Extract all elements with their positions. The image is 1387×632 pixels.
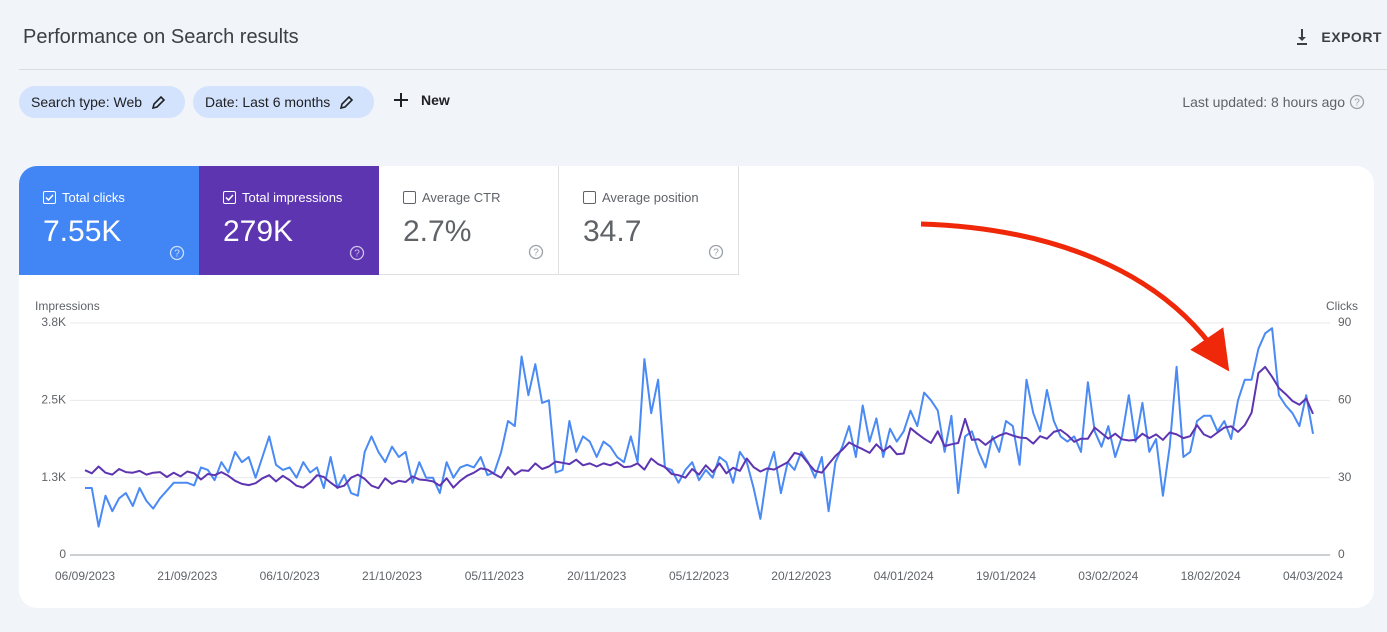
- edit-icon: [152, 95, 166, 109]
- y-tick-label: 0: [59, 547, 66, 561]
- x-tick-label: 21/10/2023: [362, 569, 422, 583]
- x-tick-label: 21/09/2023: [157, 569, 217, 583]
- metric-value: 34.7: [583, 215, 642, 248]
- metric-tile[interactable]: Total impressions 279K ?: [199, 166, 379, 275]
- metric-label: Average position: [602, 190, 699, 205]
- y2-tick-label: 0: [1338, 547, 1345, 561]
- new-filter-button[interactable]: New: [393, 92, 450, 108]
- svg-text:?: ?: [174, 249, 180, 260]
- checkbox: [223, 191, 236, 204]
- performance-card: Total clicks 7.55K ? Total impressions 2…: [19, 166, 1374, 608]
- metric-value: 279K: [223, 215, 294, 248]
- svg-text:?: ?: [1354, 98, 1360, 109]
- filter-chip[interactable]: Date: Last 6 months: [193, 86, 374, 118]
- metric-tile[interactable]: Average CTR 2.7% ?: [379, 166, 559, 275]
- metric-tile[interactable]: Total clicks 7.55K ?: [19, 166, 199, 275]
- checkbox: [583, 191, 596, 204]
- checkbox: [403, 191, 416, 204]
- y-tick-label: 2.5K: [41, 393, 66, 407]
- x-tick-label: 05/11/2023: [465, 569, 524, 583]
- series-line: [84, 365, 1314, 490]
- x-tick-label: 05/12/2023: [669, 569, 729, 583]
- edit-icon: [340, 95, 354, 109]
- page-title: Performance on Search results: [23, 26, 299, 48]
- last-updated: Last updated: 8 hours ago ?: [1182, 94, 1365, 110]
- y2-tick-label: 30: [1338, 470, 1352, 484]
- svg-text:?: ?: [713, 248, 719, 259]
- last-updated-text: Last updated: 8 hours ago: [1182, 94, 1345, 110]
- download-icon: [1297, 29, 1308, 45]
- plus-icon: [394, 93, 408, 107]
- x-tick-label: 03/02/2024: [1078, 569, 1138, 583]
- metric-label: Total impressions: [242, 190, 343, 205]
- y2-tick-label: 90: [1338, 315, 1352, 329]
- series-line: [85, 327, 1314, 528]
- help-icon[interactable]: ?: [1349, 94, 1365, 110]
- filter-chip[interactable]: Search type: Web: [19, 86, 185, 118]
- chip-label: Date: Last 6 months: [205, 94, 331, 110]
- svg-text:?: ?: [354, 249, 360, 260]
- metric-label: Total clicks: [62, 190, 125, 205]
- y-axis-title: Impressions: [35, 299, 100, 313]
- x-tick-label: 19/01/2024: [976, 569, 1036, 583]
- x-tick-label: 06/10/2023: [260, 569, 320, 583]
- x-tick-label: 04/03/2024: [1283, 569, 1343, 583]
- svg-text:?: ?: [533, 248, 539, 259]
- y-tick-label: 1.3K: [41, 470, 66, 484]
- y2-tick-label: 60: [1338, 393, 1352, 407]
- metric-value: 2.7%: [403, 215, 472, 248]
- divider: [19, 69, 1387, 70]
- help-icon[interactable]: ?: [169, 245, 185, 261]
- x-tick-label: 20/12/2023: [771, 569, 831, 583]
- y2-axis-title: Clicks: [1326, 299, 1358, 313]
- x-tick-label: 04/01/2024: [874, 569, 934, 583]
- y-tick-label: 3.8K: [41, 315, 66, 329]
- metric-label: Average CTR: [422, 190, 501, 205]
- annotation-arrow: [920, 221, 1230, 372]
- new-label: New: [421, 92, 450, 108]
- x-tick-label: 06/09/2023: [55, 569, 115, 583]
- metric-value: 7.55K: [43, 215, 122, 248]
- export-button[interactable]: EXPORT: [1293, 28, 1382, 46]
- checkbox: [43, 191, 56, 204]
- metric-tile[interactable]: Average position 34.7 ?: [559, 166, 739, 275]
- chip-label: Search type: Web: [31, 94, 143, 110]
- help-icon[interactable]: ?: [349, 245, 365, 261]
- export-label: EXPORT: [1321, 29, 1382, 45]
- help-icon[interactable]: ?: [708, 244, 724, 260]
- x-tick-label: 20/11/2023: [567, 569, 626, 583]
- x-tick-label: 18/02/2024: [1181, 569, 1241, 583]
- help-icon[interactable]: ?: [528, 244, 544, 260]
